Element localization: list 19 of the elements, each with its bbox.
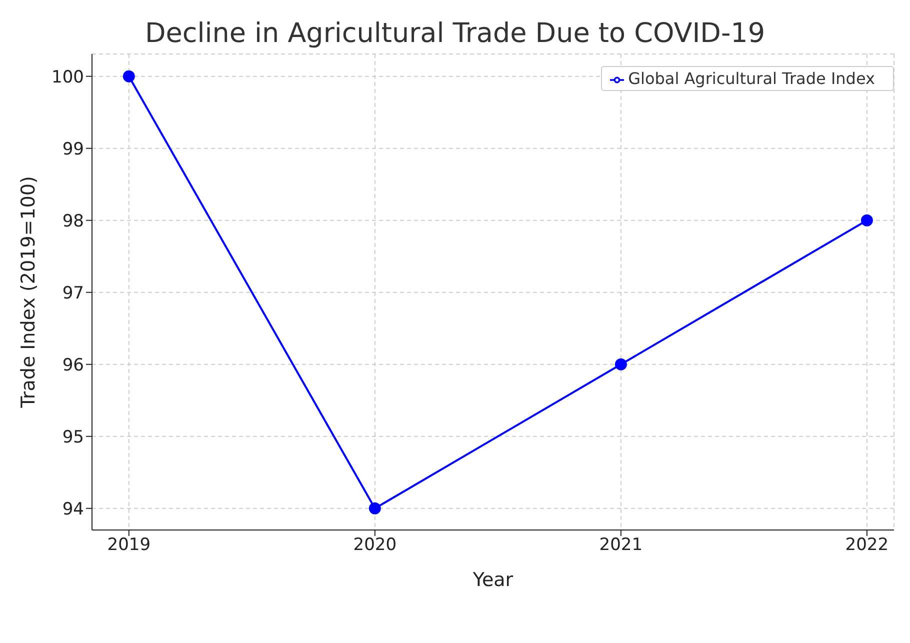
legend-label: Global Agricultural Trade Index [628, 69, 875, 88]
x-tick-label: 2022 [845, 535, 889, 556]
y-tick-label: 96 [62, 355, 84, 376]
y-tick-label: 94 [62, 499, 84, 520]
y-tick-label: 100 [52, 67, 84, 88]
x-tick-label: 2021 [599, 535, 643, 556]
chart-title: Decline in Agricultural Trade Due to COVID-19 [144, 18, 766, 49]
y-axis-title: Trade Index (2019=100) [18, 176, 40, 409]
y-tick-label: 97 [62, 283, 84, 304]
x-tick-label: 2020 [353, 535, 397, 556]
point [614, 358, 627, 370]
point [122, 70, 135, 82]
x-tick-label: 2019 [107, 535, 151, 556]
point [368, 502, 381, 514]
y-tick-label: 99 [62, 139, 84, 160]
point [860, 214, 873, 226]
y-tick-label: 98 [62, 211, 84, 232]
y-tick-label: 95 [62, 427, 84, 448]
x-axis-title: Year [472, 569, 514, 591]
